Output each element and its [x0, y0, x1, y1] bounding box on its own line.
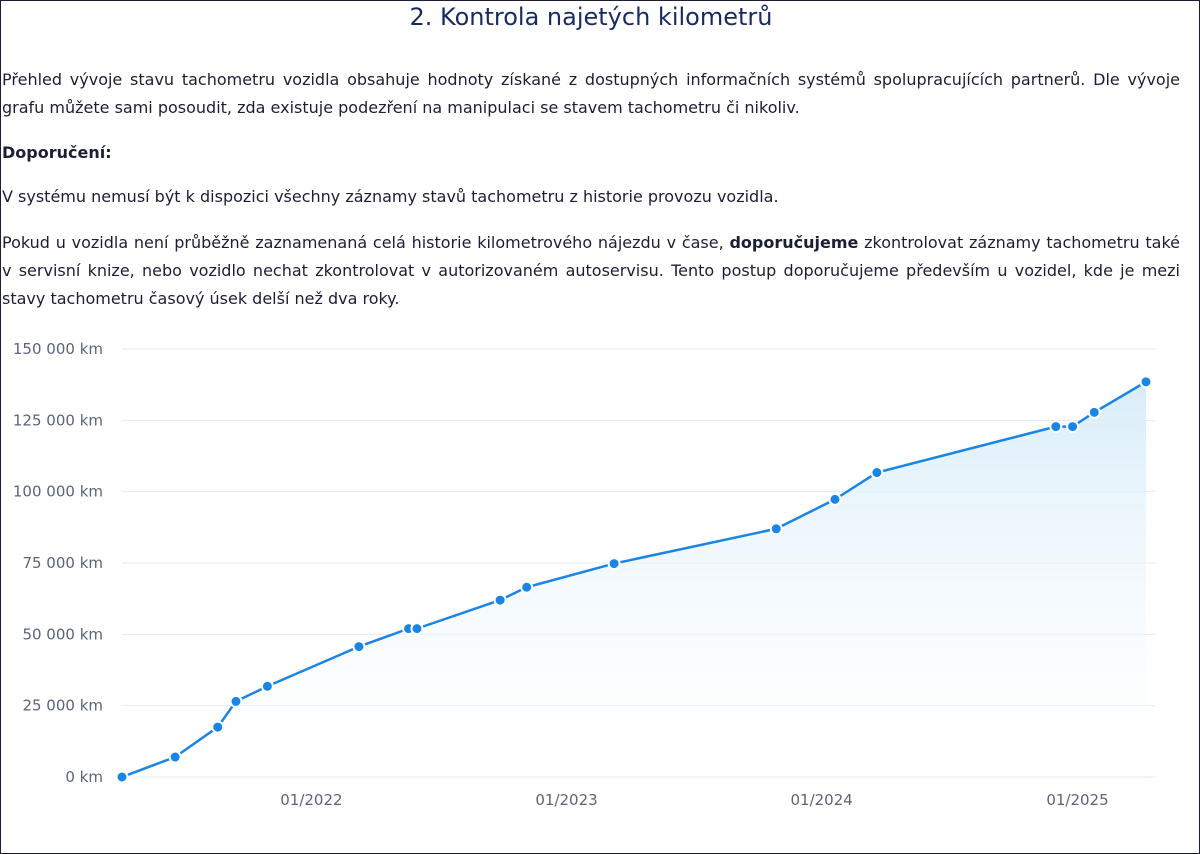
x-tick-label: 01/2024 [791, 791, 853, 809]
x-tick-label: 01/2022 [280, 791, 342, 809]
odometer-chart-svg: 0 km 25 000 km 50 000 km 75 000 km 100 000 k… [13, 340, 1156, 809]
data-point [115, 770, 129, 784]
x-tick-label: 01/2023 [535, 791, 597, 809]
data-point [229, 694, 243, 708]
data-point [1087, 405, 1101, 419]
y-tick-label: 25 000 km [22, 697, 103, 715]
advice-text-start: Pokud u vozidla není průběžně zaznamenan… [2, 233, 730, 252]
advice-paragraph: Pokud u vozidla není průběžně zaznamenan… [2, 229, 1180, 313]
data-point [260, 679, 274, 693]
data-points [115, 375, 1153, 784]
data-point [870, 466, 884, 480]
data-point [828, 492, 842, 506]
area-shape [122, 381, 1146, 777]
y-tick-label: 75 000 km [22, 554, 103, 572]
recommendation-heading: Doporučení: [2, 143, 112, 162]
data-point [769, 522, 783, 536]
data-point [493, 593, 507, 607]
x-axis-labels: 01/2022 01/2023 01/2024 01/2025 [280, 791, 1108, 809]
data-point [168, 750, 182, 764]
data-point [1139, 375, 1153, 389]
advice-emphasis: doporučujeme [729, 233, 859, 252]
odometer-chart: 0 km 25 000 km 50 000 km 75 000 km 100 000 k… [1, 331, 1199, 831]
y-tick-label: 50 000 km [22, 625, 103, 643]
y-tick-label: 150 000 km [13, 340, 103, 358]
data-point [1049, 420, 1063, 434]
note-paragraph: V systému nemusí být k dispozici všechny… [2, 187, 779, 206]
y-tick-label: 0 km [65, 768, 103, 786]
data-point [410, 622, 424, 636]
intro-paragraph: Přehled vývoje stavu tachometru vozidla … [2, 70, 1180, 117]
x-tick-label: 01/2025 [1046, 791, 1108, 809]
y-axis-labels: 0 km 25 000 km 50 000 km 75 000 km 100 000 k… [13, 340, 103, 786]
area-fill [122, 381, 1146, 777]
data-point [352, 640, 366, 654]
data-point [607, 557, 621, 571]
data-point [211, 720, 225, 734]
advice-text-end: zkontrolovat záznamy tachometru také v s… [2, 233, 1180, 308]
y-tick-label: 100 000 km [13, 483, 103, 501]
data-point [1066, 420, 1080, 434]
data-point [520, 580, 534, 594]
section-title: 2. Kontrola najetých kilometrů [409, 3, 773, 31]
y-tick-label: 125 000 km [13, 411, 103, 429]
